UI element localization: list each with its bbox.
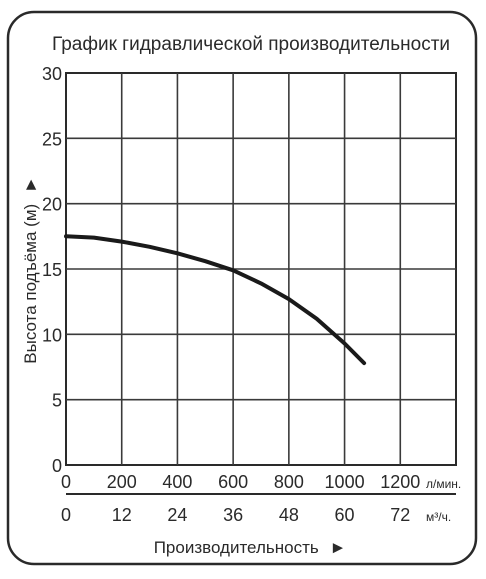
x-tick-label-secondary: 72: [390, 505, 410, 525]
chart-frame: [6, 10, 478, 566]
x-unit-secondary-label: м³/ч.: [426, 510, 451, 524]
performance-curve: [64, 234, 367, 366]
x-tick-label-primary: 400: [162, 472, 192, 492]
x-tick-label-secondary: 24: [167, 505, 187, 525]
y-axis-arrow: ►: [21, 176, 40, 193]
x-tick-label-primary: 800: [274, 472, 304, 492]
x-tick-label-primary: 200: [107, 472, 137, 492]
x-tick-label-secondary: 12: [112, 505, 132, 525]
y-tick-label: 10: [42, 325, 62, 345]
x-axis-label: Производительность ►: [154, 538, 347, 557]
y-tick-label: 0: [52, 456, 62, 476]
x-axis-label-text: Производительность: [154, 538, 319, 557]
series-layer: [64, 234, 367, 366]
x-tick-label-secondary: 36: [223, 505, 243, 525]
y-tick-label: 25: [42, 129, 62, 149]
x-axis-arrow: ►: [329, 538, 346, 557]
x-tick-label-primary: 1000: [325, 472, 365, 492]
y-tick-label: 15: [42, 260, 62, 280]
x-tick-label-primary: 1200: [380, 472, 420, 492]
chart-title: График гидравлической производительности: [52, 34, 450, 55]
x-tick-label-primary: 0: [61, 472, 71, 492]
tick-layer: 0 5 10 15 20 25 30 0 200 400 600 800 1000 1200 0 12 24 36…: [42, 64, 420, 525]
x-tick-label-secondary: 0: [61, 505, 71, 525]
y-tick-label: 20: [42, 195, 62, 215]
y-axis-label: Высота подъёма (м) ►: [21, 176, 40, 363]
grid-layer: [65, 72, 457, 495]
y-tick-label: 5: [52, 391, 62, 411]
x-tick-label-secondary: 48: [279, 505, 299, 525]
x-tick-label-primary: 600: [218, 472, 248, 492]
x-tick-label-secondary: 60: [335, 505, 355, 525]
y-tick-label: 30: [42, 64, 62, 84]
x-unit-primary-label: л/мин.: [426, 477, 461, 491]
y-axis-label-text: Высота подъёма (м): [21, 204, 40, 364]
